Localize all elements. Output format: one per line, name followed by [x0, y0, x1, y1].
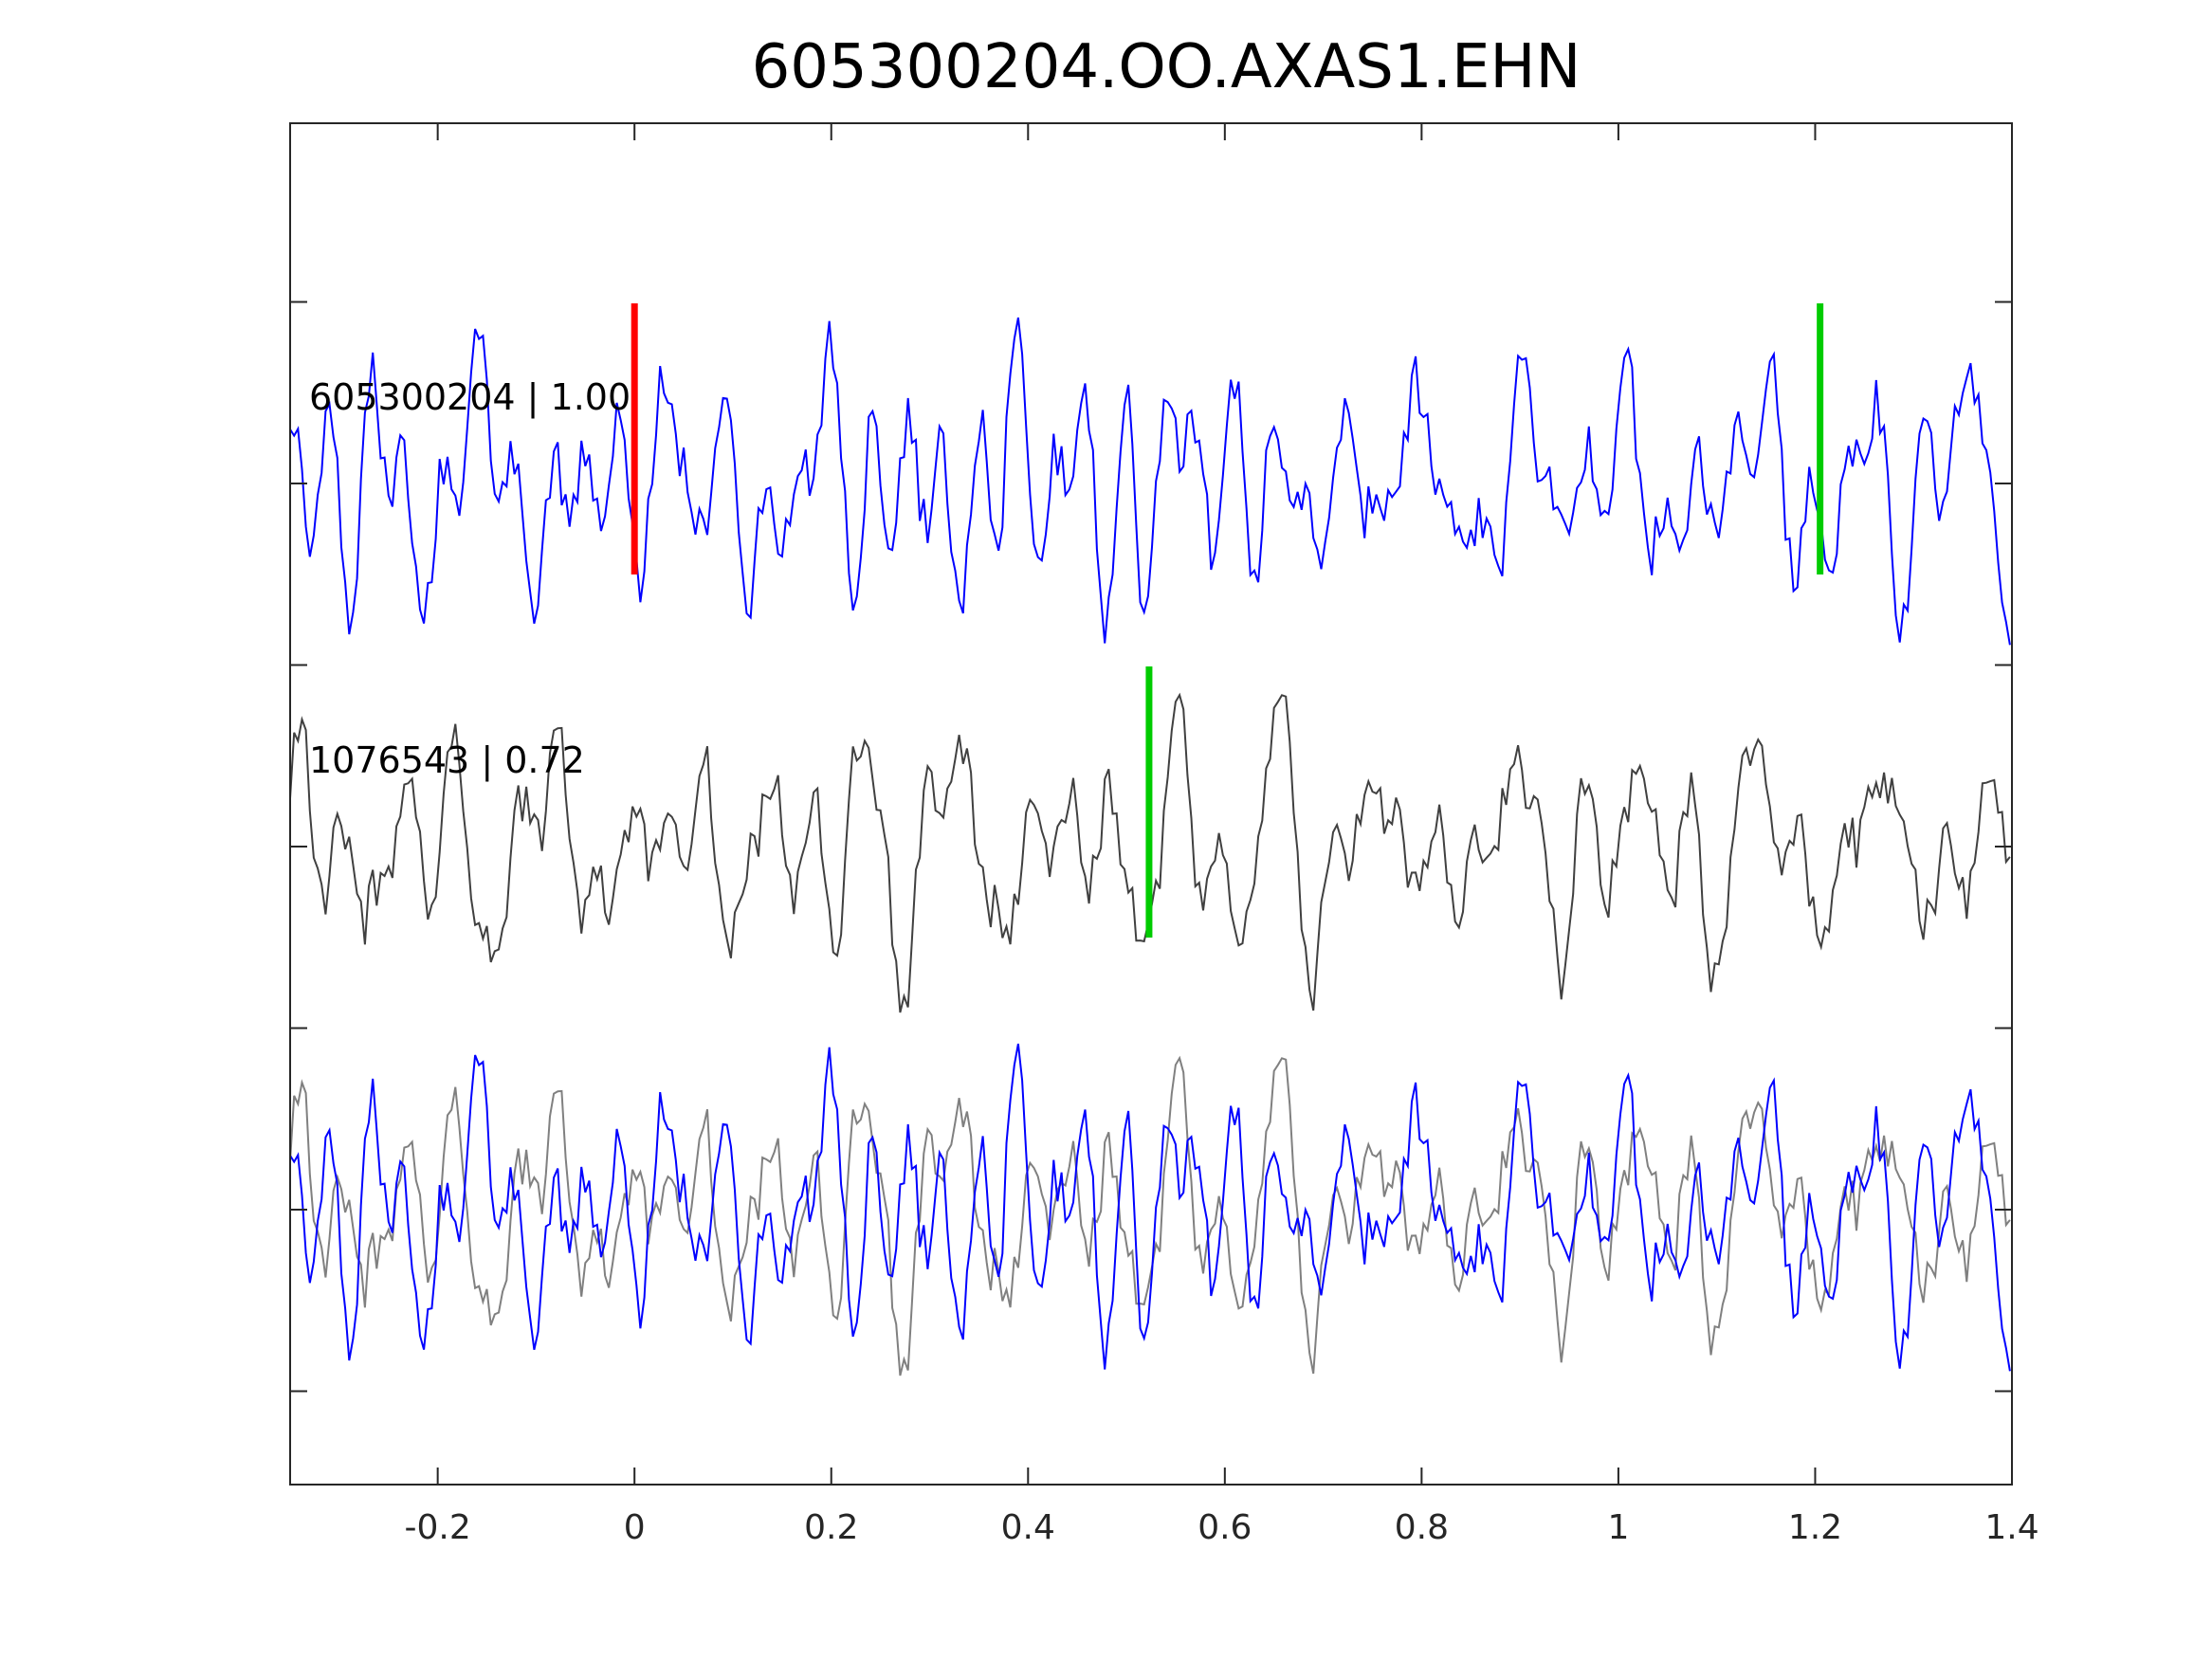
trace-label-1: 605300204 | 1.00	[309, 376, 631, 419]
trace-label-2: 1076543 | 0.72	[309, 739, 585, 782]
x-tick-label-0: -0.2	[405, 1508, 471, 1547]
overlay-line-gray	[289, 1055, 2011, 1376]
overlay-line-blue	[289, 1043, 2011, 1372]
x-tick-label-4: 0.6	[1197, 1508, 1252, 1547]
x-tick-label-8: 1.4	[1984, 1508, 2038, 1547]
axes: -0.2 0 0.2 0.4 0.6 0.8 1 1.2 1.4	[289, 122, 2039, 1547]
trace-line-1	[289, 317, 2011, 646]
axes-box	[289, 122, 2013, 1486]
x-tick-label-7: 1.2	[1788, 1508, 1842, 1547]
markers-layer	[631, 303, 1824, 938]
x-tick-label-6: 1	[1607, 1508, 1629, 1547]
trace-labels: 605300204 | 1.00 1076543 | 0.72	[309, 376, 631, 782]
chart-title: 605300204.OO.AXAS1.EHN	[752, 32, 1581, 102]
x-tick-label-3: 0.4	[1001, 1508, 1055, 1547]
x-tick-label-2: 0.2	[804, 1508, 858, 1547]
x-tick-label-5: 0.8	[1395, 1508, 1449, 1547]
x-tick-label-1: 0	[624, 1508, 646, 1547]
traces-layer	[289, 317, 2011, 1376]
